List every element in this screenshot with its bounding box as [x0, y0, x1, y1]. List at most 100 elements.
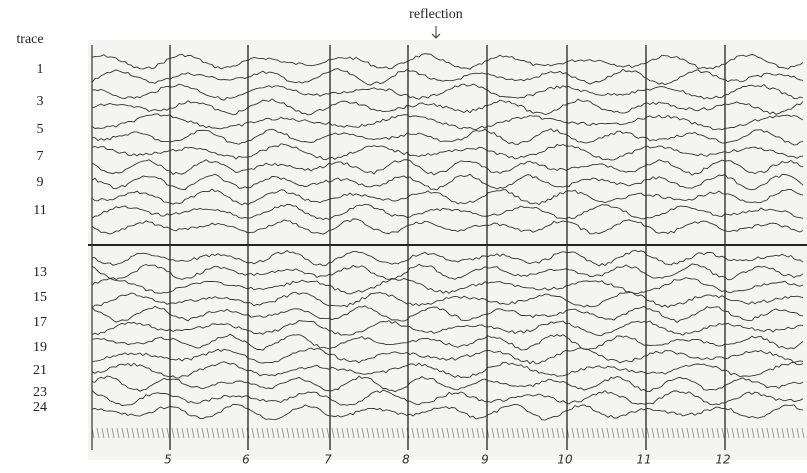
timing-tick: [416, 427, 420, 439]
timing-tick: [726, 427, 730, 439]
timing-tick: [686, 427, 690, 439]
timing-tick: [301, 427, 305, 439]
timing-tick: [751, 427, 755, 439]
timing-tick: [536, 427, 540, 439]
timing-tick: [371, 427, 375, 439]
trace-wiggle: [91, 68, 804, 86]
timing-tick: [646, 427, 650, 439]
timing-tick: [476, 427, 480, 439]
timing-tick: [636, 427, 640, 439]
timing-tick: [441, 427, 445, 439]
timing-tick: [346, 427, 350, 439]
trace-wiggle: [91, 389, 804, 407]
timing-tick: [231, 427, 235, 439]
timing-tick: [701, 427, 705, 439]
trace-label: 11: [33, 203, 46, 218]
timing-tick: [326, 427, 330, 439]
timing-tick: [291, 427, 295, 439]
timing-tick: [261, 427, 265, 439]
timing-tick: [146, 427, 150, 439]
timing-tick: [256, 427, 260, 439]
timing-tick: [676, 427, 680, 439]
trace-label: 9: [37, 175, 44, 190]
trace-wiggle: [91, 403, 804, 421]
timing-tick: [786, 427, 790, 439]
timing-tick: [651, 427, 655, 439]
trace-wiggle: [91, 203, 804, 221]
timing-tick: [96, 427, 100, 439]
timing-tick: [741, 427, 745, 439]
timing-tick: [521, 427, 525, 439]
trace-label: 23: [33, 385, 47, 400]
timing-tick: [101, 427, 105, 439]
timing-tick: [606, 427, 610, 439]
timing-tick: [236, 427, 240, 439]
trace-wiggle: [91, 361, 804, 379]
timing-tick: [776, 427, 780, 439]
timing-tick: [361, 427, 365, 439]
timing-tick: [171, 427, 175, 439]
timing-tick: [366, 427, 370, 439]
timing-tick: [641, 427, 645, 439]
timing-tick: [436, 427, 440, 439]
timing-tick: [546, 427, 550, 439]
trace-label: 21: [33, 363, 47, 378]
timing-tick: [376, 427, 380, 439]
timing-tick: [611, 427, 615, 439]
trace-label: 17: [33, 315, 47, 330]
timing-tick: [561, 427, 565, 439]
trace-wiggle: [91, 188, 804, 206]
timing-tick: [631, 427, 635, 439]
timing-tick: [481, 427, 485, 439]
timing-tick: [616, 427, 620, 439]
trace-wiggle: [92, 128, 804, 146]
trace-label: 1: [37, 62, 44, 77]
time-mark-label: 8: [402, 453, 410, 467]
trace-label: 24: [33, 400, 47, 415]
timing-tick: [141, 427, 145, 439]
timing-tick: [466, 427, 470, 439]
timing-tick: [316, 427, 320, 439]
trace-wiggle: [91, 347, 804, 365]
timing-tick: [801, 427, 805, 439]
timing-tick: [626, 427, 630, 439]
timing-tick: [551, 427, 555, 439]
timing-tick: [586, 427, 590, 439]
timing-tick: [241, 427, 245, 439]
time-mark-label: 9: [481, 453, 489, 467]
trace-wiggle: [91, 113, 804, 131]
trace-wiggle: [91, 291, 804, 309]
timing-tick: [666, 427, 670, 439]
timing-tick: [271, 427, 275, 439]
timing-tick: [716, 427, 720, 439]
timing-tick: [196, 427, 200, 439]
record-paper: [88, 40, 807, 460]
timing-tick: [446, 427, 450, 439]
timing-tick: [791, 427, 795, 439]
timing-tick: [121, 427, 125, 439]
timing-tick: [796, 427, 800, 439]
timing-tick: [781, 427, 785, 439]
timing-tick: [601, 427, 605, 439]
timing-tick: [131, 427, 135, 439]
timing-tick: [226, 427, 230, 439]
trace-wiggle: [91, 53, 804, 70]
timing-tick: [116, 427, 120, 439]
timing-tick: [746, 427, 750, 439]
timing-tick: [761, 427, 765, 439]
trace-wiggle: [91, 249, 804, 267]
timing-tick: [426, 427, 430, 439]
timing-tick: [276, 427, 280, 439]
timing-tick: [251, 427, 255, 439]
timing-tick: [721, 427, 725, 439]
timing-tick: [156, 427, 160, 439]
timing-tick: [556, 427, 560, 439]
time-mark-label: 6: [242, 453, 250, 467]
time-mark-label: 7: [324, 453, 332, 467]
timing-tick: [321, 427, 325, 439]
timing-tick: [296, 427, 300, 439]
timing-tick: [221, 427, 225, 439]
timing-tick: [461, 427, 465, 439]
timing-tick: [696, 427, 700, 439]
